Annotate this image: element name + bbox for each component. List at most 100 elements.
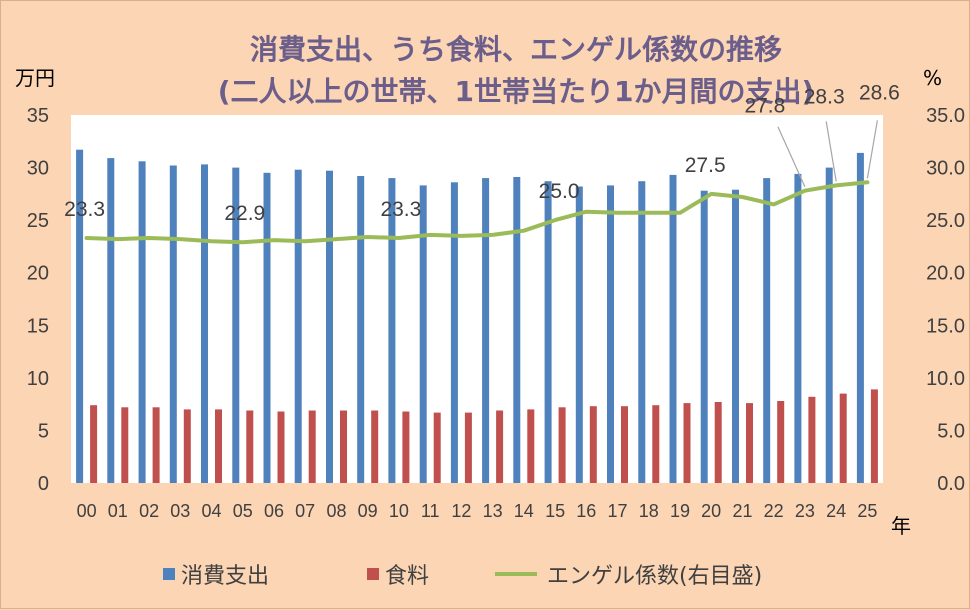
x-tick-label: 06 bbox=[264, 501, 284, 521]
engel-coefficient-line bbox=[84, 180, 870, 245]
bar-food-00 bbox=[90, 405, 98, 483]
x-tick-label: 16 bbox=[576, 501, 596, 521]
bar-consumption-17 bbox=[607, 185, 614, 483]
bar-food-10 bbox=[402, 411, 410, 483]
data-label-leader-line bbox=[866, 120, 878, 179]
y-right-tick-label: 35.0 bbox=[926, 105, 965, 127]
y-left-tick-label: 10 bbox=[27, 368, 49, 390]
bar-food-24 bbox=[839, 393, 847, 483]
x-tick-label: 18 bbox=[639, 501, 659, 521]
x-tick-label: 20 bbox=[701, 501, 721, 521]
data-label-leader-line bbox=[825, 121, 837, 182]
x-axis-unit: 年 bbox=[891, 514, 911, 538]
bar-food-09 bbox=[371, 410, 379, 483]
bar-consumption-16 bbox=[575, 186, 583, 483]
bar-food-06 bbox=[277, 411, 285, 483]
y-right-tick-label: 0.0 bbox=[937, 473, 965, 495]
bar-food-19 bbox=[683, 403, 691, 483]
bar-consumption-15 bbox=[544, 181, 552, 483]
bar-consumption-14 bbox=[513, 177, 521, 483]
bar-consumption-00 bbox=[76, 149, 84, 483]
data-label-engel-10: 23.3 bbox=[380, 198, 421, 221]
bar-consumption-23 bbox=[794, 173, 802, 483]
bar-food-22 bbox=[777, 401, 785, 483]
bar-food-05 bbox=[246, 410, 254, 483]
legend-swatch-consumption bbox=[163, 568, 175, 580]
bar-food-13 bbox=[496, 410, 504, 483]
bar-food-16 bbox=[589, 406, 597, 483]
bar-food-01 bbox=[121, 407, 129, 483]
chart-title: 消費支出、うち食料、エンゲル係数の推移 bbox=[250, 33, 782, 66]
x-tick-label: 15 bbox=[545, 501, 565, 521]
x-tick-label: 04 bbox=[201, 501, 221, 521]
bar-consumption-06 bbox=[263, 172, 271, 484]
x-tick-label: 03 bbox=[170, 501, 190, 521]
bar-consumption-25 bbox=[856, 152, 864, 483]
bar-food-11 bbox=[433, 412, 441, 483]
y-left-tick-label: 5 bbox=[38, 420, 49, 442]
x-tick-label: 22 bbox=[764, 501, 784, 521]
legend: 消費支出 食料 エンゲル係数(右目盛) bbox=[163, 564, 762, 589]
x-tick-label: 09 bbox=[358, 501, 378, 521]
x-tick-label: 17 bbox=[607, 501, 627, 521]
y-axis-right-unit: % bbox=[923, 66, 942, 90]
bar-consumption-05 bbox=[232, 167, 240, 483]
bar-consumption-09 bbox=[357, 176, 365, 483]
bar-food-08 bbox=[340, 410, 347, 483]
bar-consumption-12 bbox=[450, 182, 458, 484]
bar-food-15 bbox=[558, 407, 566, 483]
y-left-tick-label: 15 bbox=[27, 315, 49, 337]
data-label-engel-24: 28.3 bbox=[804, 85, 845, 108]
x-tick-label: 24 bbox=[826, 501, 846, 521]
legend-label: エンゲル係数(右目盛) bbox=[547, 564, 762, 589]
y-right-tick-label: 10.0 bbox=[926, 368, 965, 390]
bar-consumption-20 bbox=[700, 190, 708, 483]
bar-food-07 bbox=[308, 410, 316, 483]
bar-food-03 bbox=[183, 409, 191, 483]
x-tick-label: 25 bbox=[857, 501, 877, 521]
data-labels-layer: 23.3 22.9 23.3 25.0 27.5 27.8 28.3 28.6 bbox=[64, 81, 900, 225]
x-tick-label: 10 bbox=[389, 501, 409, 521]
y-right-tick-label: 30.0 bbox=[926, 158, 965, 180]
bar-food-02 bbox=[152, 407, 160, 483]
bar-food-23 bbox=[808, 396, 816, 483]
bar-consumption-04 bbox=[201, 164, 208, 483]
x-tick-label: 19 bbox=[670, 501, 690, 521]
y-axis-left-unit: 万円 bbox=[15, 66, 55, 90]
data-label-leader-line bbox=[777, 126, 806, 187]
bar-consumption-21 bbox=[732, 189, 739, 483]
x-tick-label: 05 bbox=[233, 501, 253, 521]
x-tick-label: 23 bbox=[795, 501, 815, 521]
bar-consumption-08 bbox=[326, 170, 333, 483]
x-tick-label: 21 bbox=[732, 501, 752, 521]
y-left-tick-label: 25 bbox=[27, 210, 49, 232]
ticks-layer: 051015202530350.05.010.015.020.025.030.0… bbox=[27, 105, 965, 521]
bar-food-04 bbox=[215, 409, 222, 483]
bar-consumption-10 bbox=[388, 178, 396, 483]
data-label-engel-00: 23.3 bbox=[64, 198, 105, 221]
bar-food-12 bbox=[464, 412, 472, 483]
legend-label: 食料 bbox=[385, 564, 429, 589]
x-tick-label: 01 bbox=[108, 501, 128, 521]
x-tick-label: 00 bbox=[77, 501, 97, 521]
x-tick-label: 14 bbox=[514, 501, 534, 521]
bar-consumption-22 bbox=[763, 178, 771, 483]
bar-consumption-03 bbox=[169, 165, 177, 483]
bar-food-18 bbox=[652, 405, 660, 483]
y-right-tick-label: 25.0 bbox=[926, 210, 965, 232]
bar-consumption-13 bbox=[482, 178, 490, 483]
chart-subtitle: (二人以上の世帯、1世帯当たり1か月間の支出) bbox=[218, 75, 815, 108]
line-layer bbox=[84, 180, 870, 245]
bar-food-20 bbox=[714, 402, 722, 483]
data-label-engel-15: 25.0 bbox=[539, 180, 580, 203]
bars-layer bbox=[76, 149, 878, 484]
x-tick-label: 08 bbox=[326, 501, 346, 521]
bar-food-25 bbox=[870, 389, 878, 483]
data-label-engel-20: 27.5 bbox=[685, 154, 726, 177]
bar-consumption-02 bbox=[138, 161, 146, 484]
legend-label: 消費支出 bbox=[181, 564, 269, 589]
x-tick-label: 12 bbox=[451, 501, 471, 521]
bar-consumption-11 bbox=[419, 185, 427, 483]
